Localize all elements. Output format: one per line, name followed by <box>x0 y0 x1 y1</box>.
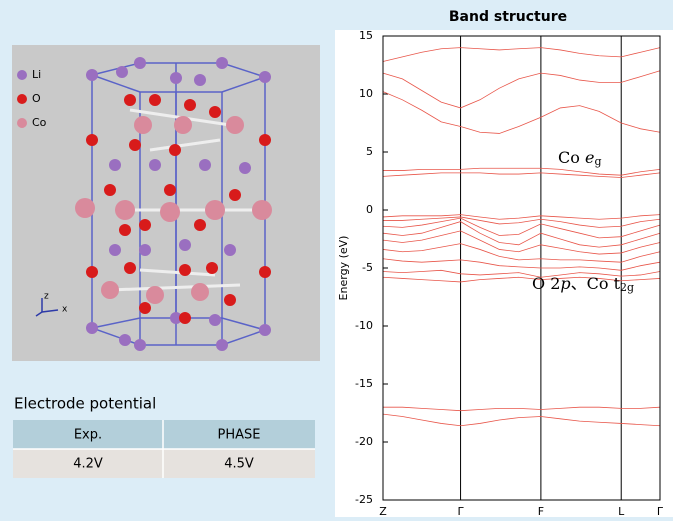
y-tick-label: 10 <box>359 87 373 100</box>
legend-label: Co <box>32 116 47 129</box>
table-cell: 4.2V <box>73 457 103 472</box>
table-header <box>13 420 315 449</box>
band-line <box>382 269 661 278</box>
x-tick-label: Γ <box>457 505 464 517</box>
annotation: O 2p、Co t2g <box>532 274 634 295</box>
table-cell: 4.5V <box>224 457 254 472</box>
band-line <box>382 276 661 283</box>
band-line <box>382 91 661 134</box>
y-tick-label: -20 <box>355 435 373 448</box>
x-tick-label: L <box>618 505 625 517</box>
annotation-part: Co <box>558 148 585 167</box>
table-row <box>13 449 315 478</box>
annotation-part: 、Co t <box>571 274 621 293</box>
annotation-part: 2g <box>620 281 634 294</box>
y-tick-label: -5 <box>362 261 373 274</box>
axis-label: x <box>62 305 68 315</box>
table-title: Electrode potential <box>14 395 156 413</box>
y-tick-label: 15 <box>359 29 373 42</box>
y-tick-label: -15 <box>355 377 373 390</box>
legend-label: Li <box>32 68 41 81</box>
plot-frame <box>382 35 661 501</box>
band-line <box>382 258 661 271</box>
band-line <box>382 413 661 427</box>
annotation-part: O 2 <box>532 274 560 293</box>
table-header-cell: Exp. <box>74 428 102 443</box>
annotation-part: p <box>560 274 570 293</box>
y-axis-title: Energy (eV) <box>337 236 350 301</box>
band-line <box>382 70 661 109</box>
y-tick-label: 0 <box>366 203 373 216</box>
band-line <box>383 167 661 176</box>
y-tick-label: -10 <box>355 319 373 332</box>
axis-label: z <box>44 292 49 302</box>
crystal-image: Li O Co z x <box>12 45 320 361</box>
annotation-part: e <box>585 148 594 167</box>
x-tick-label: Z <box>379 505 387 517</box>
legend-label: O <box>32 92 41 105</box>
band-line <box>382 230 661 255</box>
x-tick-label: F <box>538 505 544 517</box>
y-tick-label: -25 <box>355 493 373 506</box>
band-line <box>383 216 661 228</box>
band-line <box>382 221 661 248</box>
chart-title: Band structure <box>449 9 567 25</box>
band-line <box>382 243 661 263</box>
table-header-cell: PHASE <box>218 428 261 443</box>
annotation: Co eg <box>558 148 601 169</box>
plot: -25 -20 -15 -10 -5 0 5 10 15 Z Γ F L Γ Co eg O 2p、Co t2… <box>355 29 664 518</box>
band-line <box>382 172 661 178</box>
annotation-part: g <box>594 155 601 168</box>
band-line <box>382 217 661 239</box>
band-line <box>382 47 661 62</box>
band-line <box>382 214 661 220</box>
x-tick-label: Γ <box>657 505 664 517</box>
y-tick-label: 5 <box>366 145 373 158</box>
band-line <box>383 406 661 412</box>
